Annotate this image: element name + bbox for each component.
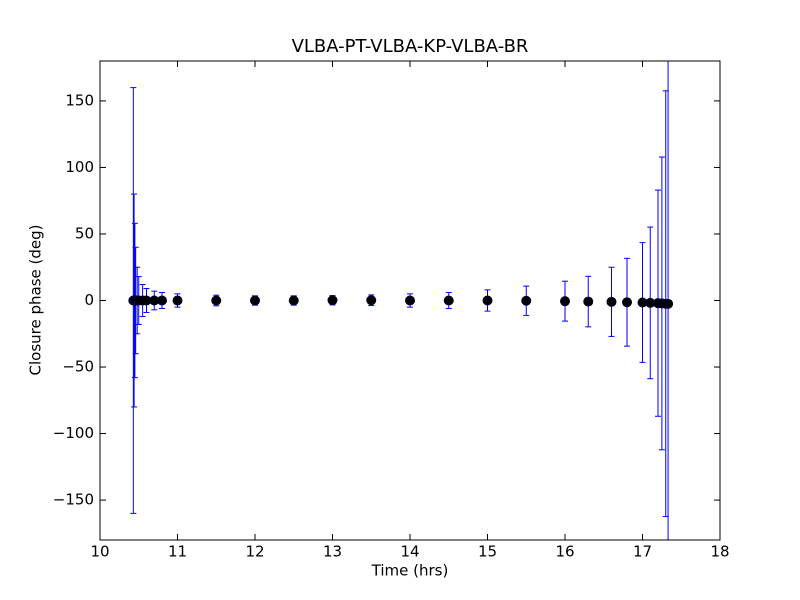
x-axis-label: Time (hrs) [371,562,449,580]
y-tick-label: −100 [53,424,94,442]
data-point [560,296,570,307]
data-layer [128,61,674,540]
data-point [583,296,594,307]
y-tick-label: 100 [65,158,94,176]
data-point [482,295,493,306]
data-point [443,295,454,306]
y-axis-label: Closure phase (deg) [27,225,45,376]
data-point [663,298,674,309]
data-point [288,295,299,306]
x-tick-label: 18 [710,543,729,561]
x-tick-label: 14 [400,543,419,561]
data-point [366,295,377,306]
x-tick-label: 17 [633,543,652,561]
x-tick-label: 11 [168,543,187,561]
data-point [521,295,532,306]
data-point [405,295,415,306]
data-point [211,295,222,306]
data-point [157,295,167,306]
y-tick-label: 50 [75,224,94,242]
data-point [250,295,260,306]
y-tick-label: −50 [62,358,94,376]
data-point [622,297,632,308]
x-tick-label: 10 [90,543,109,561]
y-tick-label: 150 [65,91,94,109]
chart-title: VLBA-PT-VLBA-KP-VLBA-BR [292,36,529,57]
data-point [606,296,617,307]
y-tick-label: 0 [84,291,94,309]
data-point [327,295,338,306]
data-point [172,295,183,306]
y-tick-label: −150 [53,491,94,509]
x-tick-label: 15 [478,543,497,561]
x-tick-label: 13 [323,543,342,561]
x-tick-label: 12 [245,543,264,561]
x-tick-label: 16 [555,543,574,561]
